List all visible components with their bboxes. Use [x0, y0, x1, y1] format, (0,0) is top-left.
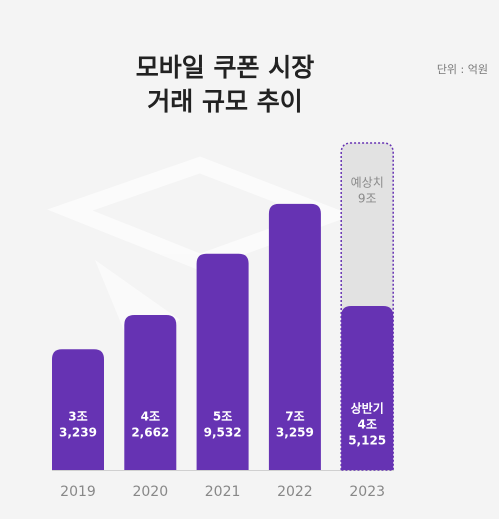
value-label: 9조 [358, 192, 377, 206]
value-label: 5조 [213, 410, 232, 424]
x-tick-label: 2020 [132, 484, 168, 500]
value-label: 3조 [68, 410, 87, 424]
value-label: 7조 [285, 410, 304, 424]
bar [52, 349, 104, 470]
value-label: 9,532 [204, 426, 242, 440]
value-label: 상반기 [351, 401, 384, 416]
x-tick-label: 2021 [205, 484, 241, 500]
chart-title: 거래 규모 추이 [147, 87, 302, 116]
x-tick-label: 2023 [349, 484, 385, 500]
value-label: 3,239 [59, 426, 97, 440]
bar [268, 203, 321, 471]
bar [196, 253, 249, 470]
value-label: 5,125 [348, 434, 386, 448]
x-tick-label: 2019 [60, 484, 96, 500]
bar [124, 314, 177, 470]
chart-title: 모바일 쿠폰 시장 [136, 53, 314, 82]
value-label: 2,662 [131, 426, 169, 440]
value-label: 4조 [141, 410, 160, 424]
value-label: 3,259 [276, 426, 314, 440]
unit-label: 단위 : 억원 [437, 63, 488, 76]
value-label: 4조 [358, 418, 377, 432]
x-tick-label: 2022 [277, 484, 313, 500]
value-label: 예상치 [351, 176, 384, 190]
bar [341, 306, 394, 470]
